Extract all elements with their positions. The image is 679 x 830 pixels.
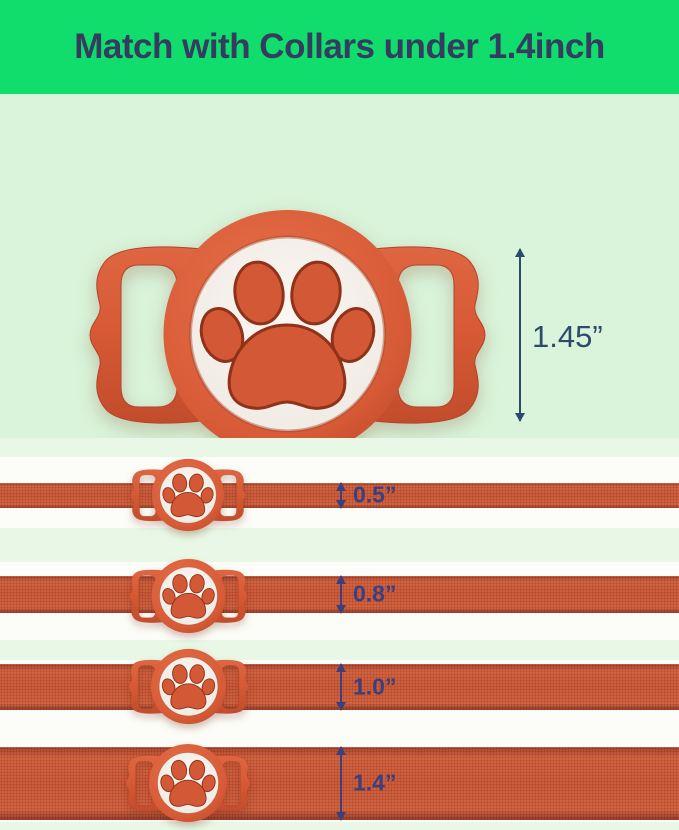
row-dimension-label: 1.0” <box>353 673 397 700</box>
pet-tag-graphic <box>128 558 249 634</box>
row-dimension-label: 1.4” <box>353 769 397 796</box>
banner: Match with Collars under 1.4inch <box>0 0 679 94</box>
row-dimension-arrow <box>340 747 342 820</box>
background-band <box>0 640 679 660</box>
pet-tag-graphic <box>124 743 252 823</box>
height-dimension-label: 1.45” <box>532 319 603 354</box>
background-band <box>0 438 679 457</box>
row-dimension-label: 0.8” <box>353 580 397 607</box>
collar-comparison-section: 0.5” 0.8” 1.0” 1.4” <box>0 438 679 830</box>
pet-tag-graphic-main <box>85 207 490 461</box>
background-band <box>0 528 679 562</box>
product-diagram-section: 1.45” 2.45” <box>0 94 679 512</box>
pet-tag-graphic <box>127 648 250 725</box>
row-dimension-label: 0.5” <box>353 481 397 508</box>
row-dimension-arrow <box>340 576 342 613</box>
banner-title: Match with Collars under 1.4inch <box>74 27 605 66</box>
pet-tag-graphic <box>129 458 247 532</box>
height-dimension-arrow <box>519 249 521 421</box>
background-band <box>0 822 679 830</box>
row-dimension-arrow <box>340 483 342 508</box>
row-dimension-arrow <box>340 664 342 710</box>
